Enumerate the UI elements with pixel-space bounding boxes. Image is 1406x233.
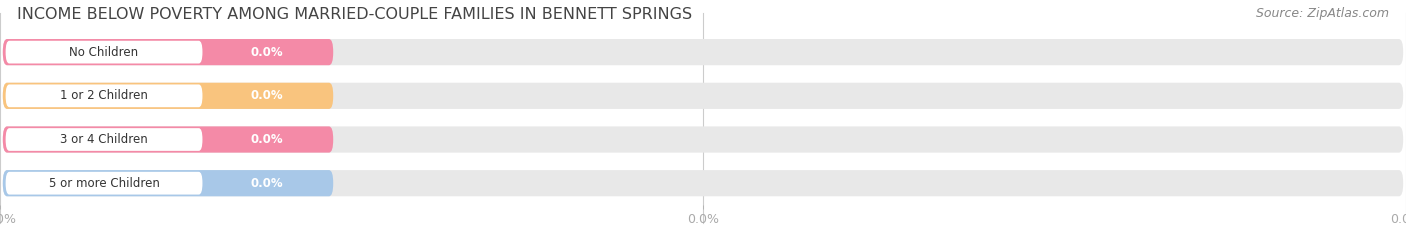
FancyBboxPatch shape [3,39,333,65]
FancyBboxPatch shape [3,170,333,196]
FancyBboxPatch shape [3,83,1403,109]
Text: 0.0%: 0.0% [250,177,283,190]
Text: Source: ZipAtlas.com: Source: ZipAtlas.com [1256,7,1389,20]
FancyBboxPatch shape [6,85,202,107]
FancyBboxPatch shape [6,172,202,195]
Text: 0.0%: 0.0% [250,133,283,146]
Text: INCOME BELOW POVERTY AMONG MARRIED-COUPLE FAMILIES IN BENNETT SPRINGS: INCOME BELOW POVERTY AMONG MARRIED-COUPL… [17,7,692,22]
FancyBboxPatch shape [6,128,202,151]
FancyBboxPatch shape [3,126,333,153]
Text: 0.0%: 0.0% [250,46,283,59]
Text: 5 or more Children: 5 or more Children [49,177,159,190]
FancyBboxPatch shape [3,126,1403,153]
FancyBboxPatch shape [3,83,333,109]
FancyBboxPatch shape [3,39,1403,65]
Text: 3 or 4 Children: 3 or 4 Children [60,133,148,146]
Text: No Children: No Children [69,46,139,59]
FancyBboxPatch shape [3,170,1403,196]
Text: 1 or 2 Children: 1 or 2 Children [60,89,148,102]
Text: 0.0%: 0.0% [250,89,283,102]
FancyBboxPatch shape [6,41,202,64]
